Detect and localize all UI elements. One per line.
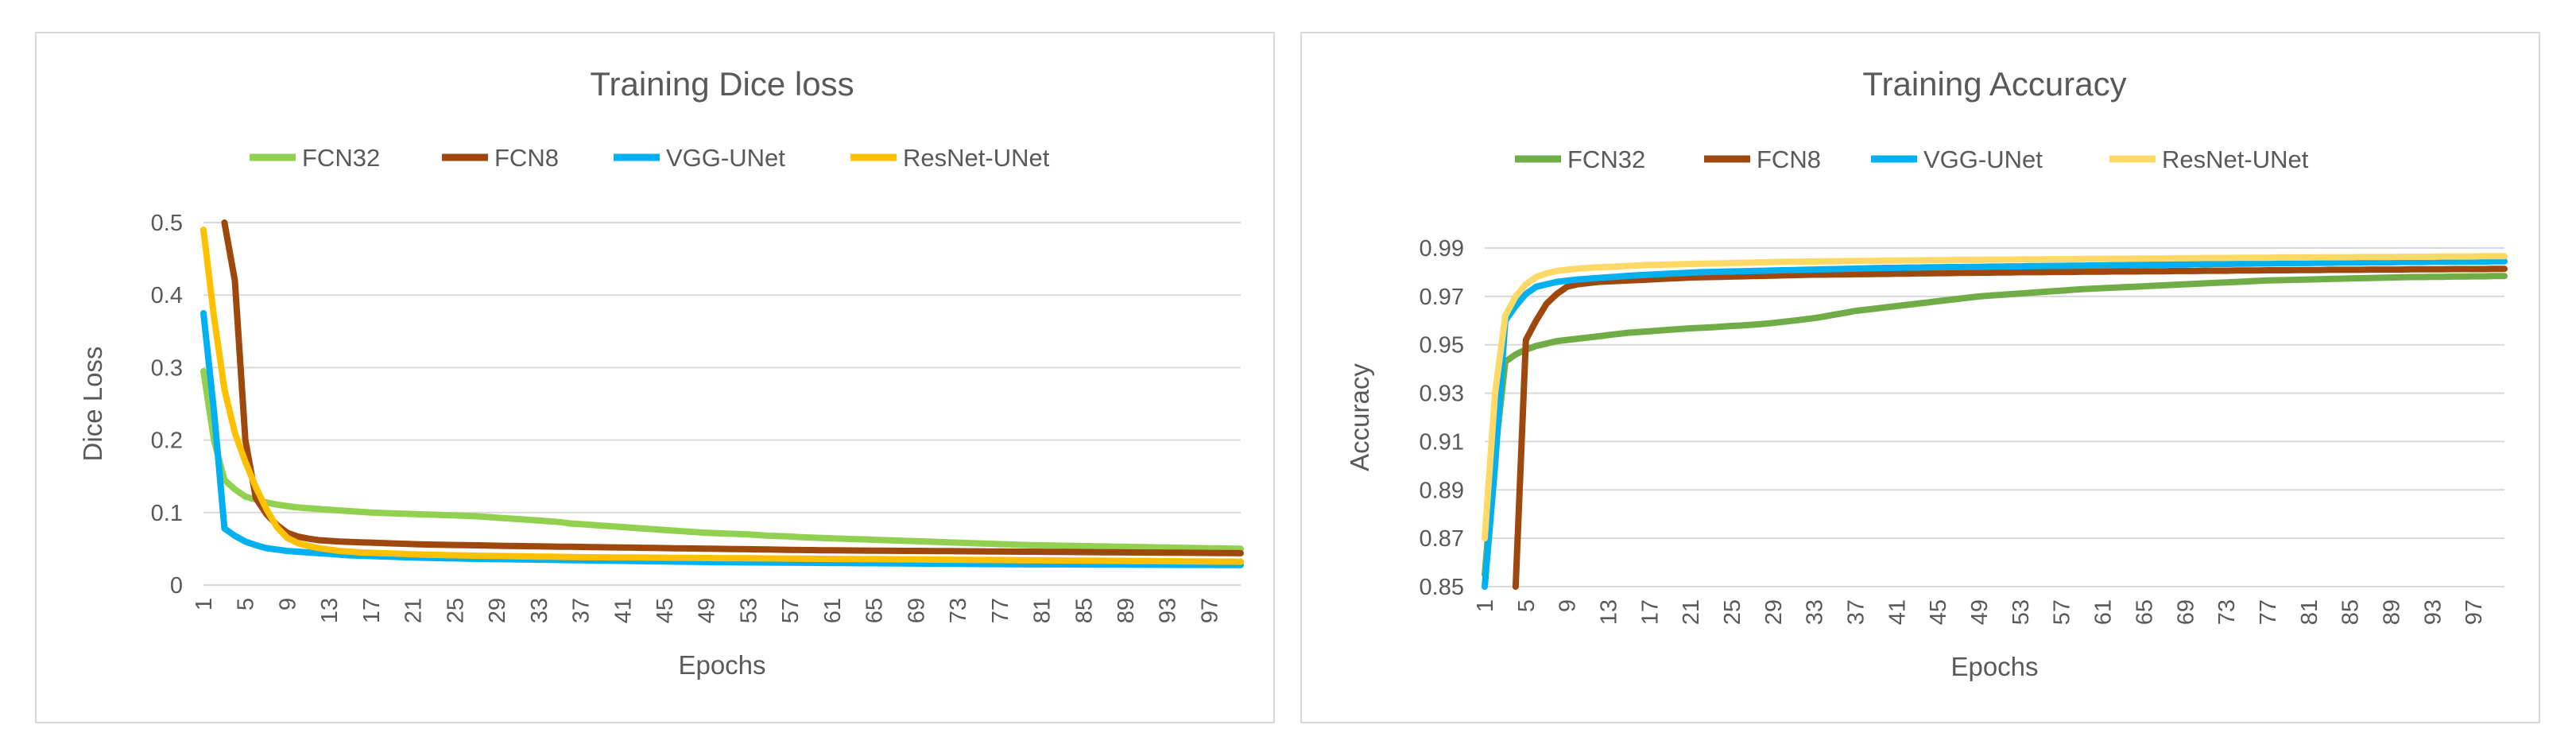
x-tick-label: 41 — [610, 598, 636, 623]
x-tick-label: 25 — [443, 598, 468, 623]
x-tick-label: 29 — [1761, 599, 1787, 625]
y-tick-label: 0.85 — [1420, 575, 1464, 600]
y-tick-label: 0.93 — [1420, 382, 1464, 407]
x-tick-label: 57 — [778, 598, 804, 623]
y-tick-label: 0.91 — [1420, 429, 1464, 455]
legend-item: FCN32 — [1515, 145, 1645, 173]
x-tick-label: 85 — [1071, 598, 1097, 623]
x-tick-label: 45 — [1926, 599, 1951, 625]
series-line-vgg-unet — [1482, 258, 2508, 590]
x-tick-label: 49 — [1967, 599, 1993, 625]
x-tick-label: 21 — [1679, 599, 1704, 625]
legend-item: ResNet-UNet — [2109, 145, 2309, 173]
legend-item: VGG-UNet — [1871, 145, 2043, 173]
x-axis-title: Epochs — [1950, 652, 2038, 681]
dice-loss-chart: Training Dice loss FCN32 FCN8 VGG-UNet ResNe… — [78, 65, 1244, 680]
x-tick-label: 81 — [2297, 599, 2322, 625]
x-tick-label: 17 — [359, 598, 385, 623]
legend-item: FCN8 — [1704, 145, 1821, 173]
dice-loss-chart-panel: Training Dice loss FCN32 FCN8 VGG-UNet ResNe… — [35, 32, 1275, 723]
x-tick-label: 49 — [695, 598, 720, 623]
series-line-fcn8 — [1512, 266, 2508, 590]
y-axis-title: Accuracy — [1345, 363, 1374, 471]
y-tick-label: 0.97 — [1420, 285, 1464, 310]
chart-title: Training Accuracy — [1862, 65, 2126, 103]
series-line-resnet-unet — [200, 227, 1244, 565]
legend-label: ResNet-UNet — [2162, 145, 2309, 173]
legend-label: VGG-UNet — [666, 144, 785, 172]
legend-label: ResNet-UNet — [903, 144, 1050, 172]
accuracy-chart: Training Accuracy FCN32 FCN8 VGG-UNet ResNet… — [1345, 65, 2508, 681]
legend-item: ResNet-UNet — [850, 144, 1050, 172]
x-tick-label: 53 — [2009, 599, 2034, 625]
x-tick-label: 89 — [2379, 599, 2404, 625]
x-tick-label: 93 — [2420, 599, 2446, 625]
x-tick-label: 69 — [904, 598, 929, 623]
x-tick-label: 97 — [2462, 599, 2487, 625]
x-tick-label: 45 — [653, 598, 678, 623]
x-tick-label: 73 — [946, 598, 971, 623]
x-tick-label: 33 — [1803, 599, 1828, 625]
legend-item: FCN8 — [442, 144, 559, 172]
series-line-resnet-unet — [1482, 253, 2508, 542]
x-tick-label: 29 — [485, 598, 510, 623]
x-tick-label: 13 — [1597, 599, 1622, 625]
x-tick-label: 5 — [1514, 599, 1540, 612]
series-line-fcn32 — [1482, 273, 2508, 578]
y-tick-label: 0.1 — [151, 501, 183, 526]
x-tick-label: 17 — [1637, 599, 1663, 625]
x-tick-label: 73 — [2214, 599, 2240, 625]
legend-label: FCN8 — [494, 144, 559, 172]
x-axis-title: Epochs — [678, 650, 765, 680]
series-line-vgg-unet — [200, 310, 1244, 568]
y-tick-label: 0.2 — [151, 428, 183, 454]
x-tick-label: 53 — [736, 598, 761, 623]
y-tick-label: 0.95 — [1420, 333, 1464, 359]
x-tick-label: 65 — [2132, 599, 2157, 625]
x-tick-label: 25 — [1720, 599, 1745, 625]
x-tick-label: 97 — [1197, 598, 1222, 623]
x-tick-label: 77 — [988, 598, 1013, 623]
x-tick-label: 57 — [2050, 599, 2075, 625]
x-tick-label: 61 — [2091, 599, 2117, 625]
x-tick-label: 93 — [1156, 598, 1181, 623]
x-tick-label: 69 — [2173, 599, 2198, 625]
series-line-fcn32 — [200, 368, 1244, 552]
legend-label: VGG-UNet — [1923, 145, 2043, 173]
chart-title: Training Dice loss — [590, 65, 854, 103]
x-tick-label: 41 — [1885, 599, 1910, 625]
x-tick-label: 37 — [1844, 599, 1869, 625]
y-tick-label: 0.99 — [1420, 236, 1464, 262]
y-axis-title: Dice Loss — [78, 347, 107, 462]
y-tick-label: 0 — [170, 573, 183, 599]
y-tick-label: 0.3 — [151, 355, 183, 381]
y-tick-label: 0.89 — [1420, 478, 1464, 503]
legend-label: FCN32 — [1567, 145, 1645, 173]
x-tick-label: 89 — [1114, 598, 1139, 623]
series-line-fcn8 — [221, 219, 1244, 556]
x-tick-label: 77 — [2256, 599, 2281, 625]
legend-label: FCN32 — [302, 144, 380, 172]
accuracy-chart-panel: Training Accuracy FCN32 FCN8 VGG-UNet ResNet… — [1300, 32, 2540, 723]
legend-label: FCN8 — [1757, 145, 1821, 173]
x-tick-label: 21 — [401, 598, 427, 623]
y-tick-label: 0.4 — [151, 283, 183, 308]
x-tick-label: 9 — [1555, 599, 1581, 612]
x-tick-label: 85 — [2338, 599, 2364, 625]
y-tick-label: 0.87 — [1420, 526, 1464, 552]
x-tick-label: 13 — [317, 598, 343, 623]
legend-item: VGG-UNet — [614, 144, 785, 172]
x-tick-label: 61 — [820, 598, 846, 623]
x-tick-label: 81 — [1030, 598, 1056, 623]
x-tick-label: 1 — [1473, 599, 1498, 612]
x-tick-label: 65 — [862, 598, 888, 623]
y-tick-label: 0.5 — [151, 211, 183, 236]
x-tick-label: 5 — [234, 598, 259, 611]
x-tick-label: 9 — [275, 598, 300, 611]
legend-item: FCN32 — [250, 144, 380, 172]
x-tick-label: 37 — [569, 598, 595, 623]
x-tick-label: 33 — [527, 598, 552, 623]
x-tick-label: 1 — [192, 598, 217, 611]
